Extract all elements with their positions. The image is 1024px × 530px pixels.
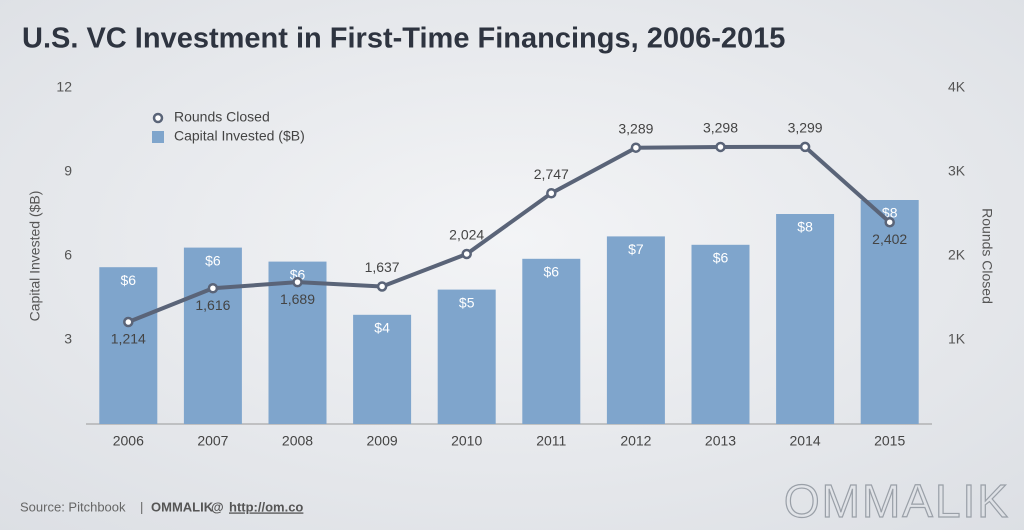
line-value-label: 1,689	[280, 291, 315, 307]
x-tick-label: 2012	[620, 433, 651, 449]
footer-brand: OMMALIK	[151, 499, 214, 514]
bar-value-label: $6	[544, 264, 560, 280]
y-tick-label: 3	[64, 331, 72, 347]
y-tick-label: 9	[64, 163, 72, 179]
x-tick-label: 2009	[367, 433, 398, 449]
footer-at: @	[211, 499, 224, 514]
line-point	[884, 216, 895, 228]
x-tick-label: 2014	[790, 433, 821, 449]
y2-axis-label: Rounds Closed	[979, 208, 995, 304]
footer-separator: |	[140, 499, 143, 514]
line-point	[546, 188, 557, 199]
bar	[691, 244, 750, 424]
line-value-label: 3,289	[618, 120, 653, 136]
line	[127, 144, 892, 324]
x-tick-label: 2013	[705, 433, 736, 449]
line-value-label: 1,616	[195, 297, 230, 313]
bar-value-label: $7	[628, 241, 644, 257]
line-value-label: 1,637	[365, 259, 400, 275]
bar	[522, 258, 581, 424]
x-tick-label: 2008	[282, 433, 313, 449]
legend-marker	[152, 112, 164, 124]
x-tick-label: 2010	[451, 433, 482, 449]
bar	[776, 214, 835, 424]
line-point	[123, 316, 134, 328]
bar	[353, 314, 412, 424]
bar	[268, 261, 327, 424]
bar	[437, 289, 496, 424]
x-tick-label: 2006	[113, 433, 144, 449]
y-axis-label: Capital Invested ($B)	[27, 191, 43, 322]
legend-marker	[152, 131, 164, 143]
line-value-label: 1,214	[111, 331, 146, 347]
bar-value-label: $4	[374, 320, 390, 336]
bar-value-label: $6	[290, 266, 306, 282]
y2-tick-label: 3K	[948, 163, 966, 179]
legend-label: Capital Invested ($B)	[174, 128, 305, 144]
y-tick-label: 12	[56, 79, 72, 95]
bar	[183, 247, 242, 424]
bar-value-label: $5	[459, 294, 475, 310]
x-tick-label: 2015	[874, 433, 905, 449]
line-point	[715, 141, 726, 153]
line-point	[630, 142, 642, 153]
line-point	[461, 248, 472, 260]
line-value-label: 2,747	[534, 166, 569, 182]
bar-value-label: $8	[797, 219, 813, 235]
bar-value-label: $6	[121, 272, 137, 288]
line-value-label: 2,402	[872, 231, 907, 247]
chart-title: U.S. VC Investment in First-Time Financi…	[22, 23, 785, 55]
footer-url: http://om.co	[229, 499, 303, 514]
y-tick-label: 6	[64, 247, 72, 263]
legend-label: Rounds Closed	[174, 109, 270, 125]
logo: OMMALIK	[784, 475, 1010, 527]
x-tick-label: 2007	[197, 433, 228, 449]
bar-value-label: $6	[713, 250, 729, 266]
line-point	[207, 283, 219, 294]
bar	[860, 200, 919, 424]
line-value-label: 3,298	[703, 120, 738, 136]
bar	[99, 267, 158, 424]
line-point	[376, 281, 388, 292]
line-point	[292, 276, 303, 288]
line-value-label: 2,024	[449, 227, 484, 243]
y2-tick-label: 2K	[948, 247, 966, 263]
line-value-label: 3,299	[788, 120, 823, 136]
footer-source: Source: Pitchbook	[20, 499, 126, 514]
y2-tick-label: 4K	[948, 79, 966, 95]
y2-tick-label: 1K	[948, 331, 966, 347]
line-point	[799, 141, 811, 153]
x-tick-label: 2011	[536, 433, 566, 449]
bar-value-label: $6	[205, 252, 221, 268]
bar	[606, 236, 665, 424]
